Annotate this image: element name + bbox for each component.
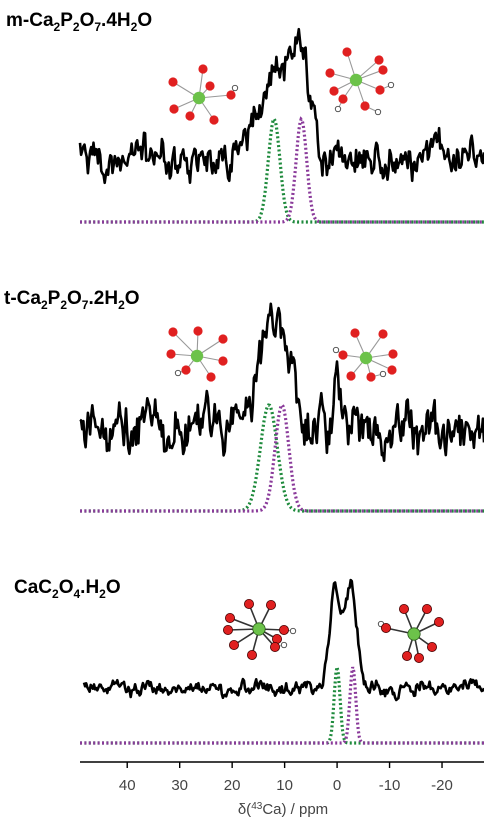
oxygen-atom-icon (387, 365, 396, 374)
calcium-atom-icon (360, 352, 372, 364)
oxygen-atom-icon (375, 85, 384, 94)
oxygen-atom-icon (402, 651, 411, 660)
oxygen-atom-icon (266, 600, 275, 609)
experimental-spectrum-line (80, 29, 484, 183)
oxygen-atom-icon (166, 349, 175, 358)
oxygen-atom-icon (226, 90, 235, 99)
oxygen-atom-icon (414, 653, 423, 662)
oxygen-atom-icon (168, 77, 177, 86)
x-tick-label: 30 (171, 777, 188, 794)
hydrogen-atom-icon (281, 642, 286, 647)
oxygen-atom-icon (399, 604, 408, 613)
oxygen-atom-icon (168, 327, 177, 336)
oxygen-atom-icon (270, 642, 279, 651)
hydrogen-atom-icon (175, 370, 180, 375)
x-axis-label: δ(43Ca) / ppm (238, 801, 328, 819)
hydrogen-atom-icon (375, 109, 380, 114)
oxygen-atom-icon (218, 356, 227, 365)
fit-component-line (80, 667, 484, 743)
x-tick-label: 0 (333, 777, 341, 794)
oxygen-atom-icon (381, 623, 390, 632)
fit-component-line (80, 667, 484, 743)
spectra-traces (80, 29, 484, 743)
oxygen-atom-icon (378, 329, 387, 338)
hydrogen-atom-icon (335, 106, 340, 111)
oxygen-atom-icon (206, 372, 215, 381)
x-tick-label: 40 (119, 777, 136, 794)
oxygen-atom-icon (247, 650, 256, 659)
calcium-atom-icon (193, 92, 205, 104)
oxygen-atom-icon (378, 65, 387, 74)
calcium-coordination-icon (325, 47, 393, 114)
oxygen-atom-icon (229, 640, 238, 649)
oxygen-atom-icon (209, 115, 218, 124)
oxygen-atom-icon (193, 326, 202, 335)
oxygen-atom-icon (223, 625, 232, 634)
oxygen-atom-icon (338, 350, 347, 359)
oxygen-atom-icon (185, 111, 194, 120)
fit-component-line (80, 119, 484, 222)
hydrogen-atom-icon (380, 371, 385, 376)
oxygen-atom-icon (279, 625, 288, 634)
hydrogen-atom-icon (290, 628, 295, 633)
hydrogen-atom-icon (333, 347, 338, 352)
x-tick-label: -20 (431, 777, 453, 794)
oxygen-atom-icon (422, 604, 431, 613)
oxygen-atom-icon (181, 365, 190, 374)
oxygen-atom-icon (218, 334, 227, 343)
calcium-coordination-icon (333, 328, 397, 381)
oxygen-atom-icon (342, 47, 351, 56)
calcium-atom-icon (191, 350, 203, 362)
experimental-spectrum-line (80, 304, 484, 461)
oxygen-atom-icon (338, 94, 347, 103)
calcium-atom-icon (408, 628, 420, 640)
calcium-coordination-icon (378, 604, 443, 662)
x-tick-label: 10 (276, 777, 293, 794)
oxygen-atom-icon (388, 349, 397, 358)
oxygen-atom-icon (244, 599, 253, 608)
oxygen-atom-icon (225, 613, 234, 622)
x-axis-label-part: Ca) / ppm (262, 801, 328, 818)
oxygen-atom-icon (169, 104, 178, 113)
x-tick-label: -10 (379, 777, 401, 794)
oxygen-atom-icon (360, 101, 369, 110)
hydrogen-atom-icon (388, 82, 393, 87)
oxygen-atom-icon (427, 642, 436, 651)
hydrogen-atom-icon (232, 85, 237, 90)
oxygen-atom-icon (329, 86, 338, 95)
oxygen-atom-icon (325, 68, 334, 77)
oxygen-atom-icon (205, 81, 214, 90)
calcium-coordination-icon (166, 326, 227, 381)
calcium-atom-icon (253, 623, 265, 635)
x-axis-label-part: δ( (238, 801, 251, 818)
experimental-spectrum-line (84, 580, 484, 700)
x-axis: 40 30 20 10 0 -10 -20 (80, 762, 484, 794)
x-axis-label-part: 43 (251, 801, 263, 812)
oxygen-atom-icon (346, 371, 355, 380)
oxygen-atom-icon (434, 617, 443, 626)
oxygen-atom-icon (350, 328, 359, 337)
calcium-coordination-icon (223, 599, 295, 659)
oxygen-atom-icon (366, 372, 375, 381)
oxygen-atom-icon (374, 55, 383, 64)
fit-component-line (80, 119, 484, 222)
oxygen-atom-icon (198, 64, 207, 73)
x-tick-label: 20 (224, 777, 241, 794)
calcium-atom-icon (350, 74, 362, 86)
calcium-coordination-icon (168, 64, 237, 124)
